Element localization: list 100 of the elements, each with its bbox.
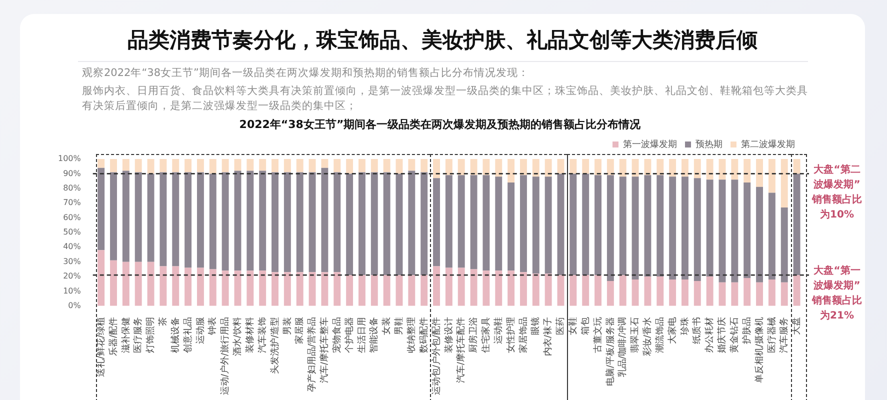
bar: [606, 175, 614, 281]
y-tick-label: 20%: [63, 272, 82, 281]
x-tick-label: 珍珠: [679, 316, 690, 335]
x-tick-label: 运动包/户外包/配件: [430, 316, 442, 396]
bar: [669, 176, 676, 280]
x-tick-label: 大家电: [666, 316, 678, 344]
bar: [644, 276, 652, 306]
x-tick-label: 眼镜: [530, 316, 542, 335]
bar: [570, 159, 577, 174]
bar: [160, 266, 167, 306]
bar: [370, 172, 378, 276]
bar: [321, 159, 328, 168]
bar: [259, 270, 266, 306]
bar: [718, 159, 726, 180]
bar: [259, 159, 266, 171]
bar: [495, 159, 502, 177]
bar: [694, 280, 701, 306]
bar: [780, 207, 788, 282]
bar: [370, 275, 378, 306]
bar: [445, 175, 452, 268]
bar: [656, 276, 664, 306]
bar: [110, 172, 117, 260]
bar: [557, 275, 564, 306]
x-tick-label: 生活日用: [356, 316, 368, 353]
bar: [520, 272, 527, 306]
x-tick-label: 头发洗护/造型: [269, 316, 280, 374]
x-tick-label: 装修设计: [443, 316, 454, 353]
ref-line-label: 大盘“第二波爆发期”销售额占比为10%: [811, 163, 862, 220]
x-tick-label: 医疗器械: [766, 316, 778, 353]
bar: [396, 159, 403, 174]
bar: [544, 274, 552, 306]
bar: [172, 266, 180, 306]
x-tick-label: 箱包: [580, 316, 591, 335]
x-tick-label: 医疗服务: [132, 316, 144, 353]
bar: [383, 159, 390, 172]
x-tick-label: 机械设备: [170, 316, 181, 353]
x-tick-label: 翡翠玉石: [630, 316, 641, 353]
bar: [768, 279, 776, 306]
bar: [408, 275, 416, 306]
bar: [234, 159, 242, 171]
bar: [272, 159, 278, 172]
y-tick-label: 70%: [63, 198, 82, 208]
bar: [160, 159, 167, 172]
bar: [358, 159, 366, 172]
bar: [520, 159, 527, 176]
x-tick-label: 灯饰照明: [145, 316, 156, 353]
bar: [632, 279, 639, 306]
bar: [433, 266, 440, 306]
bar: [234, 270, 242, 306]
bar: [222, 159, 229, 172]
bar: [383, 275, 390, 306]
bar: [718, 180, 726, 282]
bar: [433, 178, 440, 266]
bar: [346, 159, 354, 174]
bar: [744, 278, 751, 306]
bar: [209, 159, 216, 174]
bar: [619, 159, 626, 177]
bar: [495, 270, 502, 306]
bar: [110, 260, 117, 306]
bar: [768, 159, 776, 193]
bar: [445, 268, 452, 306]
bar: [470, 269, 478, 306]
bar: [134, 172, 142, 262]
bar: [780, 159, 788, 208]
bar: [508, 270, 515, 306]
bar: [582, 159, 590, 174]
bar: [594, 159, 602, 176]
text: 服饰内衣、日用百货、食品饮料等大类具有决策前置倾向，是第一波强爆发型一级品类的集中区；珠宝饰品、美妆护肤、礼品文创、鞋靴箱包等大类具有决策后置倾向，是第二波强爆发型一级品类的集中区；: [82, 84, 809, 114]
x-tick-label: 孕产妇用品/营养品: [306, 316, 318, 392]
chart-title: 品类消费节奏分化，珠宝饰品、美妆护肤、礼品文创等大类消费后倾: [126, 27, 758, 54]
y-tick-label: 30%: [63, 256, 82, 266]
bar: [296, 272, 304, 306]
bar: [420, 275, 428, 306]
bar: [408, 170, 416, 276]
x-tick-label: 婚庆节庆: [716, 316, 728, 353]
bar: [594, 175, 602, 276]
bar: [606, 280, 614, 306]
x-tick-label: 运动/户外/旅行用品: [220, 316, 231, 396]
bar: [532, 159, 540, 177]
bar: [308, 272, 316, 306]
x-tick-label: 女鞋: [568, 316, 579, 335]
bar: [396, 275, 403, 306]
bar: [284, 172, 291, 272]
bar: [744, 182, 751, 278]
bar: [433, 159, 440, 178]
bar: [682, 159, 688, 177]
bar: [383, 172, 390, 276]
bar: [234, 170, 242, 271]
bar: [396, 174, 403, 276]
bar: [196, 172, 204, 268]
x-tick-label: 家居饰品: [518, 316, 529, 353]
bar: [147, 262, 154, 306]
bar: [570, 174, 577, 276]
bar: [222, 270, 229, 306]
bar: [358, 275, 366, 306]
y-tick-label: 10%: [63, 286, 82, 296]
bar: [557, 174, 564, 276]
bar: [532, 274, 540, 306]
bar: [184, 159, 192, 172]
x-tick-label: 汽车/摩托车整车: [319, 316, 330, 383]
